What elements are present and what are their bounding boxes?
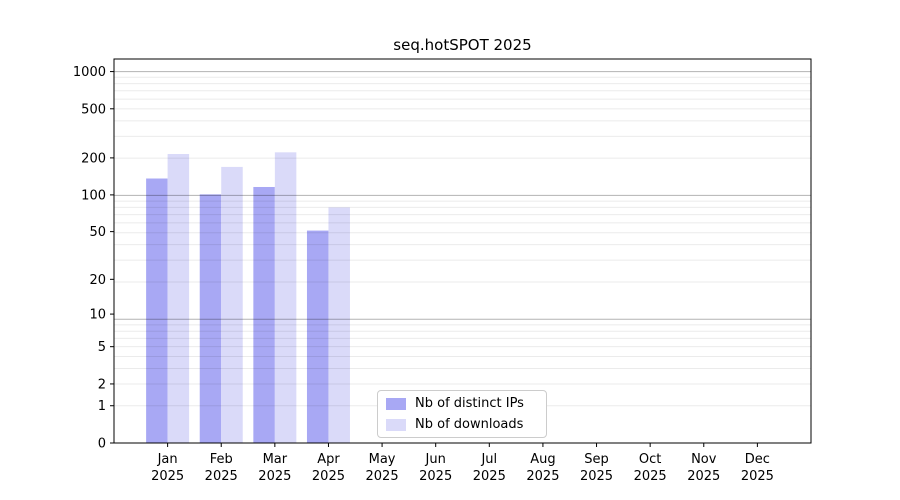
x-tick-label: Mar 2025 bbox=[258, 452, 291, 484]
legend-swatch-downloads-icon bbox=[386, 418, 406, 431]
legend-item-distinct-ips: Nb of distinct IPs bbox=[386, 396, 538, 411]
legend-label-downloads: Nb of downloads bbox=[415, 417, 524, 432]
x-tick-label: Nov 2025 bbox=[687, 452, 720, 484]
x-tick-label: Jan 2025 bbox=[151, 452, 184, 484]
bar-downloads bbox=[274, 152, 297, 443]
y-tick-label: 1 bbox=[98, 399, 106, 414]
bar-downloads bbox=[328, 207, 350, 443]
bars-group bbox=[146, 152, 350, 444]
x-tick-label: May 2025 bbox=[366, 452, 399, 484]
y-tick-label: 1000 bbox=[73, 65, 106, 80]
y-tick-label: 5 bbox=[98, 340, 106, 355]
x-tick-label: Apr 2025 bbox=[312, 452, 345, 484]
x-tick-label: Jun 2025 bbox=[419, 452, 452, 484]
y-tick-label: 2 bbox=[98, 377, 106, 392]
x-tick-label: Sep 2025 bbox=[580, 452, 613, 484]
x-tick-label: Aug 2025 bbox=[526, 452, 559, 484]
x-tick-label: Jul 2025 bbox=[473, 452, 506, 484]
y-tick-label: 50 bbox=[89, 225, 106, 240]
bar-downloads bbox=[167, 154, 190, 443]
legend: Nb of distinct IPs Nb of downloads bbox=[377, 390, 547, 438]
legend-swatch-distinct-ips-icon bbox=[386, 397, 406, 410]
chart-title: seq.hotSPOT 2025 bbox=[393, 36, 532, 54]
bar-distinct-ips bbox=[146, 178, 168, 443]
x-tick-label: Oct 2025 bbox=[634, 452, 667, 484]
y-axis: 0 1 2 5 10 20 50 100 200 500 1000 bbox=[73, 65, 114, 452]
y-tick-label: 20 bbox=[89, 273, 106, 288]
y-tick-label: 100 bbox=[81, 188, 106, 203]
y-tick-label: 500 bbox=[81, 102, 106, 117]
x-tick-label: Dec 2025 bbox=[741, 452, 774, 484]
bar-distinct-ips bbox=[253, 186, 275, 443]
y-tick-label: 200 bbox=[81, 151, 106, 166]
legend-item-downloads: Nb of downloads bbox=[386, 417, 538, 432]
plot-border bbox=[113, 58, 812, 444]
bar-downloads bbox=[221, 166, 243, 444]
x-axis: Jan 2025 Feb 2025 Mar 2025 Apr 2025 May 2025 Jun 20… bbox=[151, 443, 774, 484]
y-tick-label: 10 bbox=[89, 308, 106, 323]
grid-group bbox=[114, 71, 811, 407]
x-tick-label: Feb 2025 bbox=[205, 452, 238, 484]
y-tick-label: 0 bbox=[98, 437, 106, 452]
bar-distinct-ips bbox=[199, 194, 222, 443]
legend-label-distinct-ips: Nb of distinct IPs bbox=[415, 396, 524, 411]
bar-distinct-ips bbox=[306, 230, 329, 443]
